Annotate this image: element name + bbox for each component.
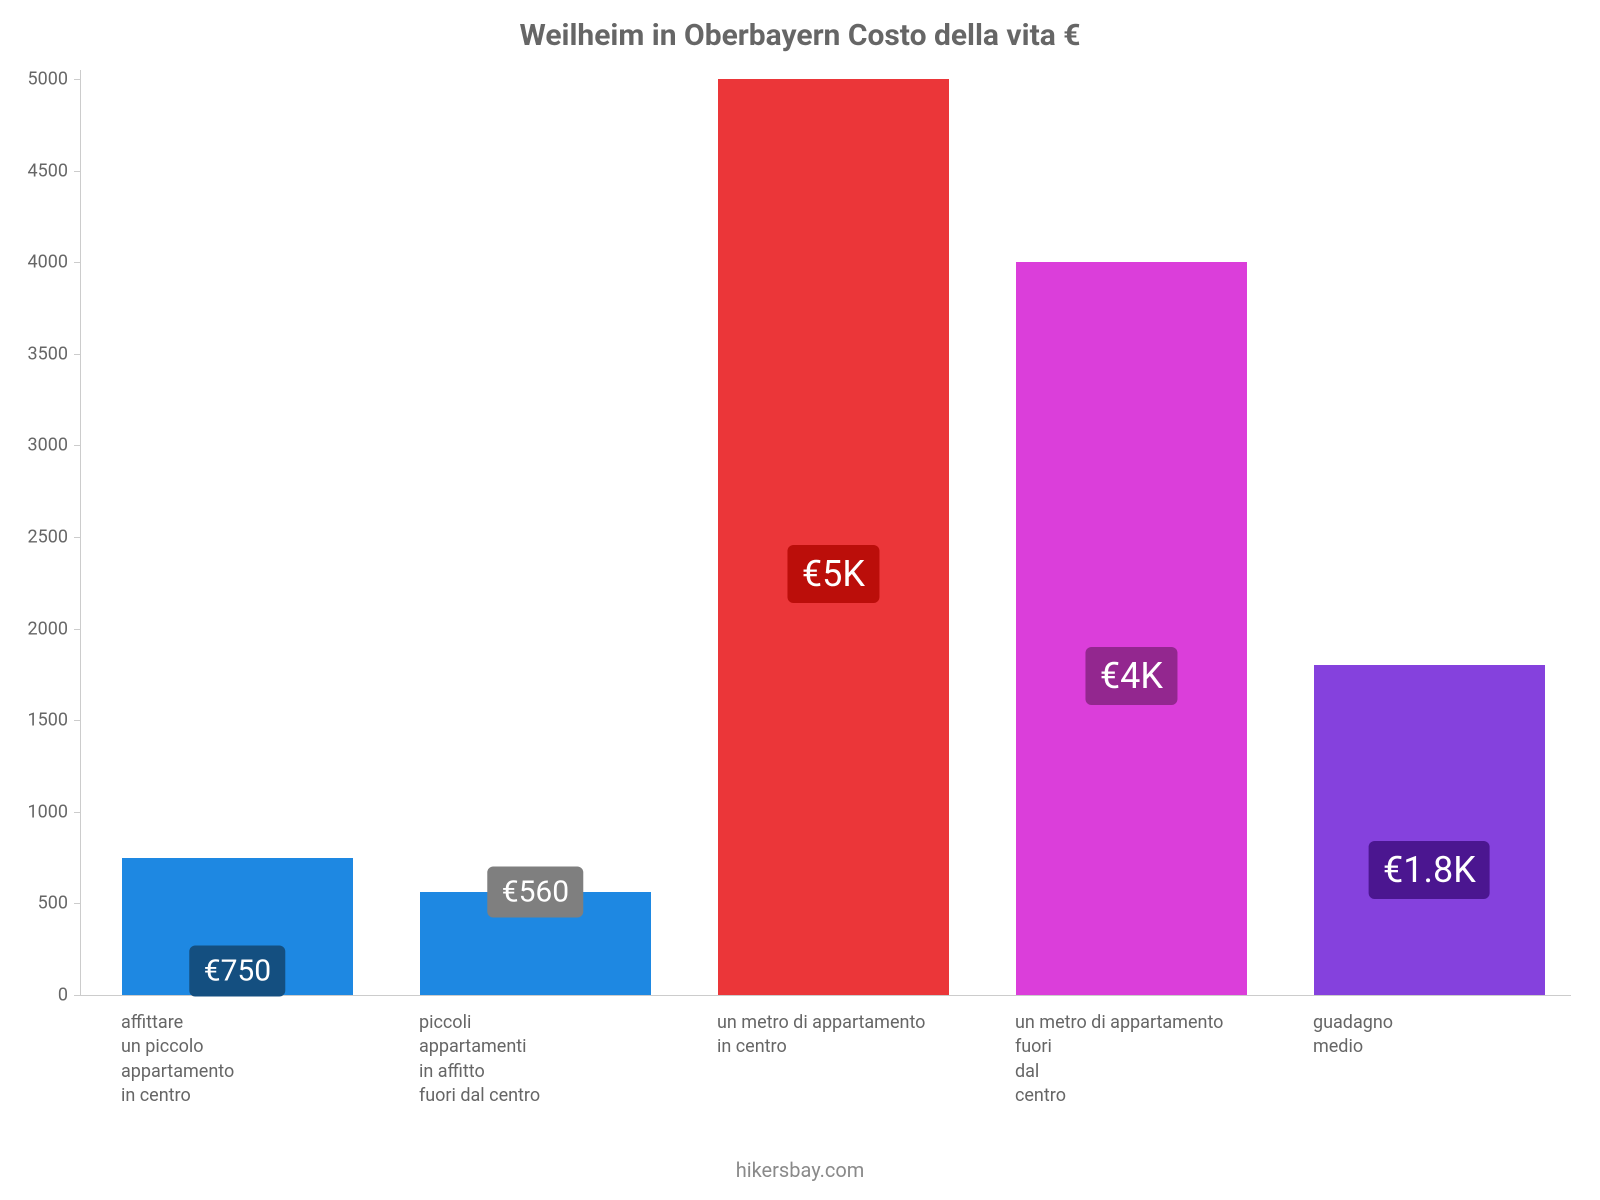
bar-value-badge: €5K bbox=[788, 545, 879, 603]
bar bbox=[1016, 262, 1247, 995]
y-tick-mark bbox=[74, 995, 80, 996]
y-tick-mark bbox=[74, 537, 80, 538]
y-tick-label: 2000 bbox=[0, 618, 68, 639]
y-tick-label: 1500 bbox=[0, 710, 68, 731]
x-axis-label: guadagno medio bbox=[1313, 1011, 1600, 1060]
y-tick-mark bbox=[74, 262, 80, 263]
plot-area: €750 €560 €5K €4K €1.8K bbox=[80, 70, 1571, 996]
y-tick-mark bbox=[74, 171, 80, 172]
y-tick-mark bbox=[74, 720, 80, 721]
x-axis-label: un metro di appartamento fuori dal centr… bbox=[1015, 1011, 1306, 1108]
y-tick-mark bbox=[74, 629, 80, 630]
x-axis-label: un metro di appartamento in centro bbox=[717, 1011, 1008, 1060]
bar bbox=[1314, 665, 1545, 995]
bar-value-badge: €750 bbox=[190, 946, 285, 997]
x-axis-label: affittare un piccolo appartamento in cen… bbox=[121, 1011, 412, 1108]
y-tick-label: 500 bbox=[0, 893, 68, 914]
y-tick-mark bbox=[74, 79, 80, 80]
y-tick-label: 4500 bbox=[0, 160, 68, 181]
y-tick-label: 3000 bbox=[0, 435, 68, 456]
bar-value-badge: €560 bbox=[488, 867, 583, 918]
x-axis-label: piccoli appartamenti in affitto fuori da… bbox=[419, 1011, 710, 1108]
y-tick-mark bbox=[74, 445, 80, 446]
y-tick-label: 0 bbox=[0, 985, 68, 1006]
chart-container: Weilheim in Oberbayern Costo della vita … bbox=[0, 0, 1600, 1200]
y-tick-label: 4000 bbox=[0, 252, 68, 273]
y-tick-label: 2500 bbox=[0, 527, 68, 548]
y-tick-label: 1000 bbox=[0, 801, 68, 822]
bar-value-badge: €1.8K bbox=[1369, 841, 1490, 899]
y-tick-mark bbox=[74, 354, 80, 355]
y-tick-label: 5000 bbox=[0, 69, 68, 90]
bar-value-badge: €4K bbox=[1086, 647, 1177, 705]
bar bbox=[718, 79, 949, 995]
y-tick-mark bbox=[74, 812, 80, 813]
bars-layer: €750 €560 €5K €4K €1.8K bbox=[81, 70, 1571, 995]
chart-title: Weilheim in Oberbayern Costo della vita … bbox=[0, 18, 1600, 53]
y-tick-mark bbox=[74, 903, 80, 904]
footer-source: hikersbay.com bbox=[0, 1158, 1600, 1182]
y-tick-label: 3500 bbox=[0, 343, 68, 364]
